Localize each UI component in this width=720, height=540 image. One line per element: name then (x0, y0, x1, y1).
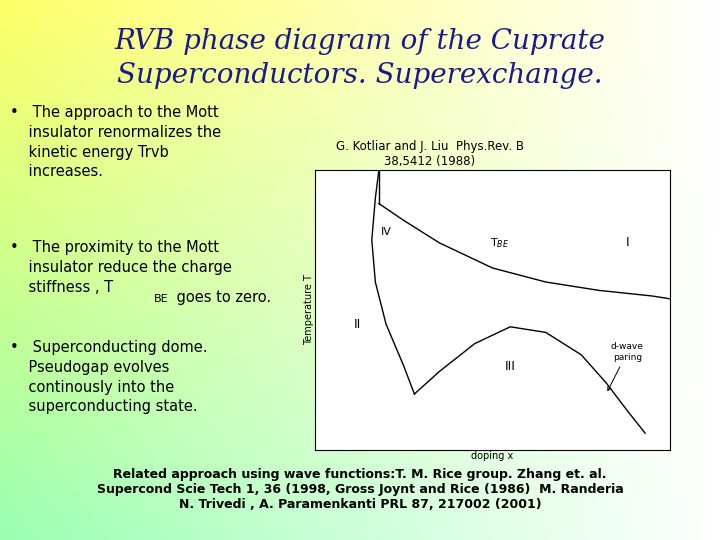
Text: G. Kotliar and J. Liu  Phys.Rev. B
38,5412 (1988): G. Kotliar and J. Liu Phys.Rev. B 38,541… (336, 140, 524, 168)
Text: •   Superconducting dome.
    Pseudogap evolves
    continously into the
    sup: • Superconducting dome. Pseudogap evolve… (10, 340, 207, 414)
Y-axis label: Temperature T: Temperature T (304, 274, 314, 346)
Text: RVB phase diagram of the Cuprate: RVB phase diagram of the Cuprate (114, 28, 606, 55)
Text: goes to zero.: goes to zero. (172, 290, 271, 305)
Text: BE: BE (154, 294, 168, 304)
Text: Related approach using wave functions:T. M. Rice group. Zhang et. al.
Supercond : Related approach using wave functions:T.… (96, 468, 624, 511)
Text: d-wave
paring: d-wave paring (608, 342, 644, 390)
Text: •   The approach to the Mott
    insulator renormalizes the
    kinetic energy T: • The approach to the Mott insulator ren… (10, 105, 221, 179)
Text: I: I (626, 237, 629, 249)
Text: •   The proximity to the Mott
    insulator reduce the charge
    stiffness , T: • The proximity to the Mott insulator re… (10, 240, 232, 295)
Text: IV: IV (381, 227, 392, 237)
Text: T$_{BE}$: T$_{BE}$ (490, 236, 509, 249)
X-axis label: doping x: doping x (472, 451, 513, 461)
Text: II: II (354, 318, 361, 330)
Text: III: III (505, 360, 516, 373)
Text: Superconductors. Superexchange.: Superconductors. Superexchange. (117, 62, 603, 89)
Text: stiffness , T: stiffness , T (10, 292, 113, 307)
